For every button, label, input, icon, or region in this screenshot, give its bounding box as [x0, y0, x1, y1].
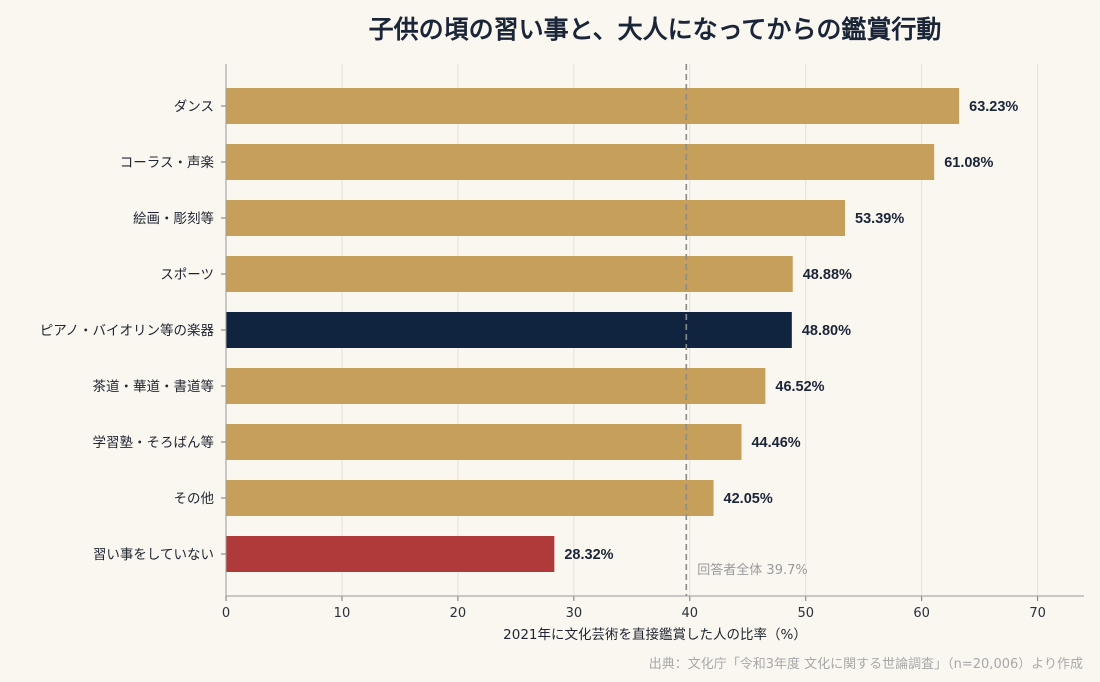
- value-label: 46.52%: [775, 379, 824, 395]
- bar: [226, 480, 714, 516]
- x-tick-label: 0: [222, 606, 230, 621]
- bar: [226, 144, 935, 180]
- bar: [226, 200, 846, 236]
- axes-group: 0 10 20 30 40 50 60 70 ダンスコーラス・声楽絵画・彫刻等スポーツピアノ・バ…: [40, 64, 1084, 621]
- category-label: 絵画・彫刻等: [133, 210, 214, 227]
- value-label: 53.39%: [855, 211, 904, 227]
- category-label: ピアノ・バイオリン等の楽器: [40, 322, 215, 339]
- category-label: コーラス・声楽: [120, 155, 215, 171]
- x-tick-label: 30: [566, 606, 583, 621]
- bar: [226, 424, 742, 460]
- x-tick-label: 60: [913, 606, 930, 621]
- category-label: スポーツ: [160, 267, 214, 283]
- value-label: 44.46%: [751, 435, 800, 451]
- category-label: ダンス: [174, 99, 214, 115]
- bar: [226, 256, 793, 292]
- reference-line-label: 回答者全体 39.7%: [697, 562, 807, 578]
- value-label: 63.23%: [969, 99, 1018, 115]
- x-tick-label: 10: [334, 606, 351, 621]
- value-label: 61.08%: [944, 155, 993, 171]
- x-tick-label: 40: [682, 606, 699, 621]
- bar: [226, 88, 960, 124]
- chart-title: 子供の頃の習い事と、大人になってからの鑑賞行動: [369, 15, 942, 44]
- bar: [226, 368, 766, 404]
- source-note: 出典：文化庁「令和3年度 文化に関する世論調査」（n=20,006）より作成: [649, 656, 1083, 672]
- x-tick-label: 70: [1029, 606, 1046, 621]
- x-axis-title: 2021年に文化芸術を直接鑑賞した人の比率（%）: [503, 626, 807, 643]
- value-label: 48.80%: [802, 323, 851, 339]
- value-label: 42.05%: [724, 491, 773, 507]
- bar: [226, 312, 792, 348]
- bars-group: 63.23% 61.08% 53.39% 48.88% 48.80% 46.52% 44.4…: [226, 88, 1018, 572]
- category-label: 茶道・華道・書道等: [93, 378, 215, 395]
- category-label: 学習塾・そろばん等: [93, 434, 215, 451]
- reference-line-group: 回答者全体 39.7%: [685, 64, 808, 596]
- value-label: 48.88%: [803, 267, 852, 283]
- x-tick-label: 20: [450, 606, 467, 621]
- x-tick-label: 50: [797, 606, 814, 621]
- value-label: 28.32%: [564, 547, 613, 563]
- bar: [226, 536, 555, 572]
- category-label: 習い事をしていない: [93, 547, 214, 563]
- category-label: その他: [174, 491, 215, 507]
